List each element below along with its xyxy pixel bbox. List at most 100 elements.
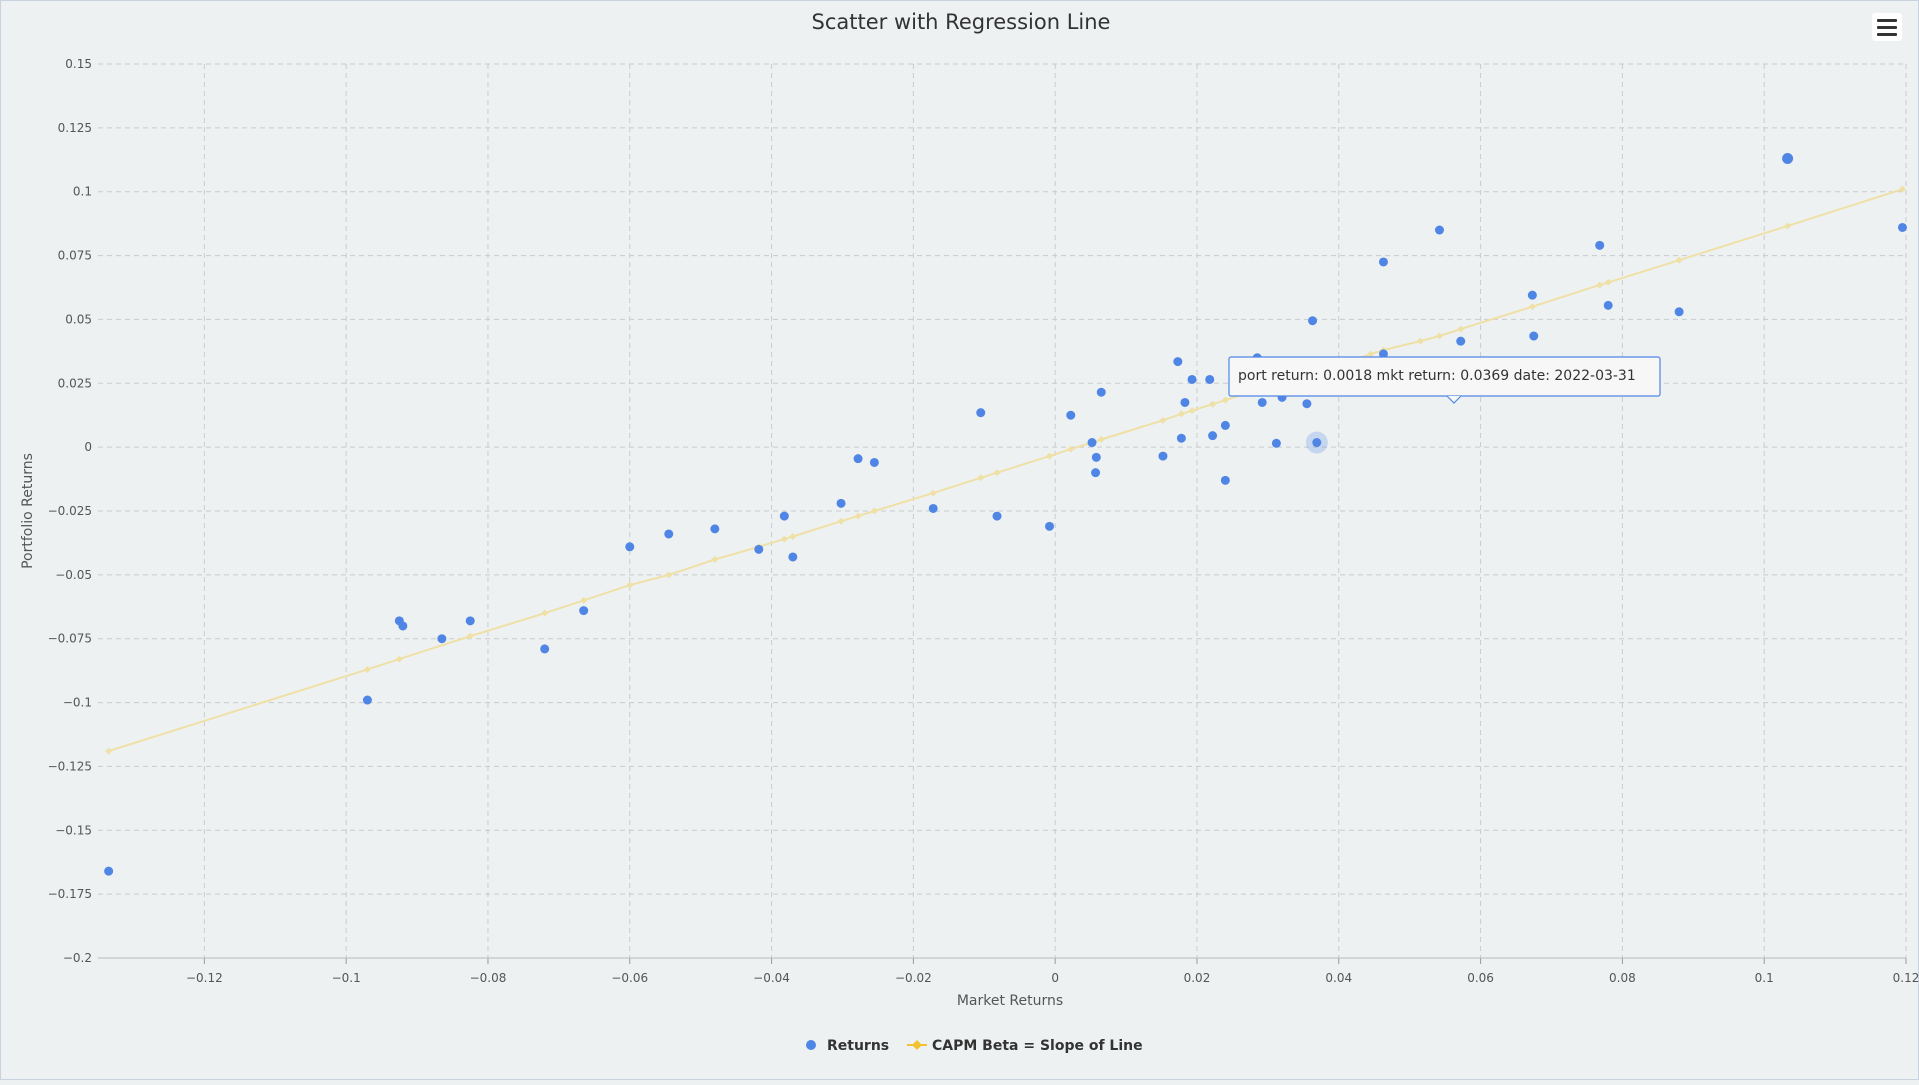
tooltip-box [1228,356,1661,397]
returns-point[interactable] [1220,475,1230,485]
returns-point[interactable] [836,498,846,508]
returns-point[interactable] [1456,336,1466,346]
returns-point[interactable] [1529,331,1539,341]
regression-point[interactable] [1898,185,1906,193]
regression-point[interactable] [395,655,403,663]
returns-point[interactable] [853,454,863,464]
returns-point[interactable] [664,529,674,539]
y-tick-label: −0.125 [48,759,92,773]
returns-point[interactable] [788,552,798,562]
regression-point[interactable] [1416,337,1424,345]
regression-point[interactable] [626,581,634,589]
returns-point[interactable] [1180,397,1190,407]
returns-point[interactable] [465,616,475,626]
regression-point[interactable] [1159,416,1167,424]
returns-point[interactable] [437,634,447,644]
returns-point[interactable] [869,457,879,467]
regression-point[interactable] [1604,278,1612,286]
legend-item-returns[interactable]: Returns [806,1038,889,1054]
grid-lines [98,63,1907,959]
returns-point[interactable] [362,695,372,705]
regression-point[interactable] [580,596,588,604]
returns-point[interactable] [579,606,589,616]
regression-point[interactable] [541,609,549,617]
returns-point[interactable] [754,544,764,554]
returns-point[interactable] [1096,387,1106,397]
regression-point[interactable] [977,474,985,482]
regression-point[interactable] [1784,222,1792,230]
regression-point[interactable] [1457,325,1465,333]
returns-point[interactable] [625,542,635,552]
regression-point[interactable] [780,535,788,543]
hamburger-icon-bar [1877,32,1897,36]
regression-point[interactable] [929,489,937,497]
regression-point[interactable] [1209,400,1217,408]
regression-point[interactable] [466,632,474,640]
legend-item-capm[interactable]: CAPM Beta = Slope of Line [907,1038,1143,1054]
regression-point[interactable] [665,571,673,579]
returns-point[interactable] [1045,521,1055,531]
returns-point[interactable] [540,644,550,654]
regression-point[interactable] [837,517,845,525]
legend-returns-marker [806,1040,816,1050]
regression-point[interactable] [870,507,878,515]
regression-point[interactable] [993,469,1001,477]
regression-point[interactable] [1046,452,1054,460]
regression-point[interactable] [1367,350,1375,358]
returns-point[interactable] [1897,222,1907,232]
returns-point[interactable] [1378,349,1388,359]
returns-point[interactable] [1257,397,1267,407]
y-tick-label: −0.2 [63,951,92,965]
regression-point[interactable] [789,533,797,541]
returns-point[interactable] [1208,431,1218,441]
x-tick-label: 0.08 [1609,971,1636,985]
returns-point[interactable] [710,524,720,534]
returns-point[interactable] [779,511,789,521]
returns-point[interactable] [1176,433,1186,443]
returns-point[interactable] [1066,410,1076,420]
regression-point[interactable] [854,512,862,520]
regression-point[interactable] [1528,303,1536,311]
returns-point[interactable] [1378,257,1388,267]
returns-point[interactable] [1173,357,1183,367]
regression-point[interactable] [1067,445,1075,453]
legend: Returns CAPM Beta = Slope of Line [806,1038,1143,1054]
returns-point[interactable] [1220,420,1230,430]
returns-point[interactable] [1527,290,1537,300]
returns-point[interactable] [1091,452,1101,462]
y-tick-label: 0.075 [58,249,92,263]
returns-point[interactable] [1308,316,1318,326]
returns-point[interactable] [1595,240,1605,250]
returns-point[interactable] [1271,438,1281,448]
regression-point[interactable] [711,556,719,564]
returns-point[interactable] [928,503,938,513]
returns-point[interactable] [1782,153,1794,165]
returns-point[interactable] [1302,399,1312,409]
y-tick-label: 0.1 [73,185,92,199]
regression-point[interactable] [105,747,113,755]
regression-point[interactable] [1596,281,1604,289]
returns-point[interactable] [1087,438,1097,448]
regression-point[interactable] [363,665,371,673]
regression-point[interactable] [1435,332,1443,340]
returns-point[interactable] [1091,468,1101,478]
returns-point[interactable] [1312,438,1322,448]
returns-point[interactable] [976,408,986,418]
returns-point[interactable] [1434,225,1444,235]
regression-point[interactable] [1675,256,1683,264]
returns-point[interactable] [1603,300,1613,310]
regression-point[interactable] [1188,407,1196,415]
returns-point[interactable] [104,866,114,876]
returns-point[interactable] [398,621,408,631]
regression-point[interactable] [1177,410,1185,418]
returns-point[interactable] [1187,374,1197,384]
chart-menu-button[interactable] [1872,13,1902,41]
returns-point[interactable] [992,511,1002,521]
y-tick-label: 0.15 [65,57,92,71]
returns-point[interactable] [1205,374,1215,384]
returns-point[interactable] [1158,451,1168,461]
returns-point[interactable] [1674,307,1684,317]
regression-point[interactable] [1097,435,1105,443]
regression-point[interactable] [1221,396,1229,404]
